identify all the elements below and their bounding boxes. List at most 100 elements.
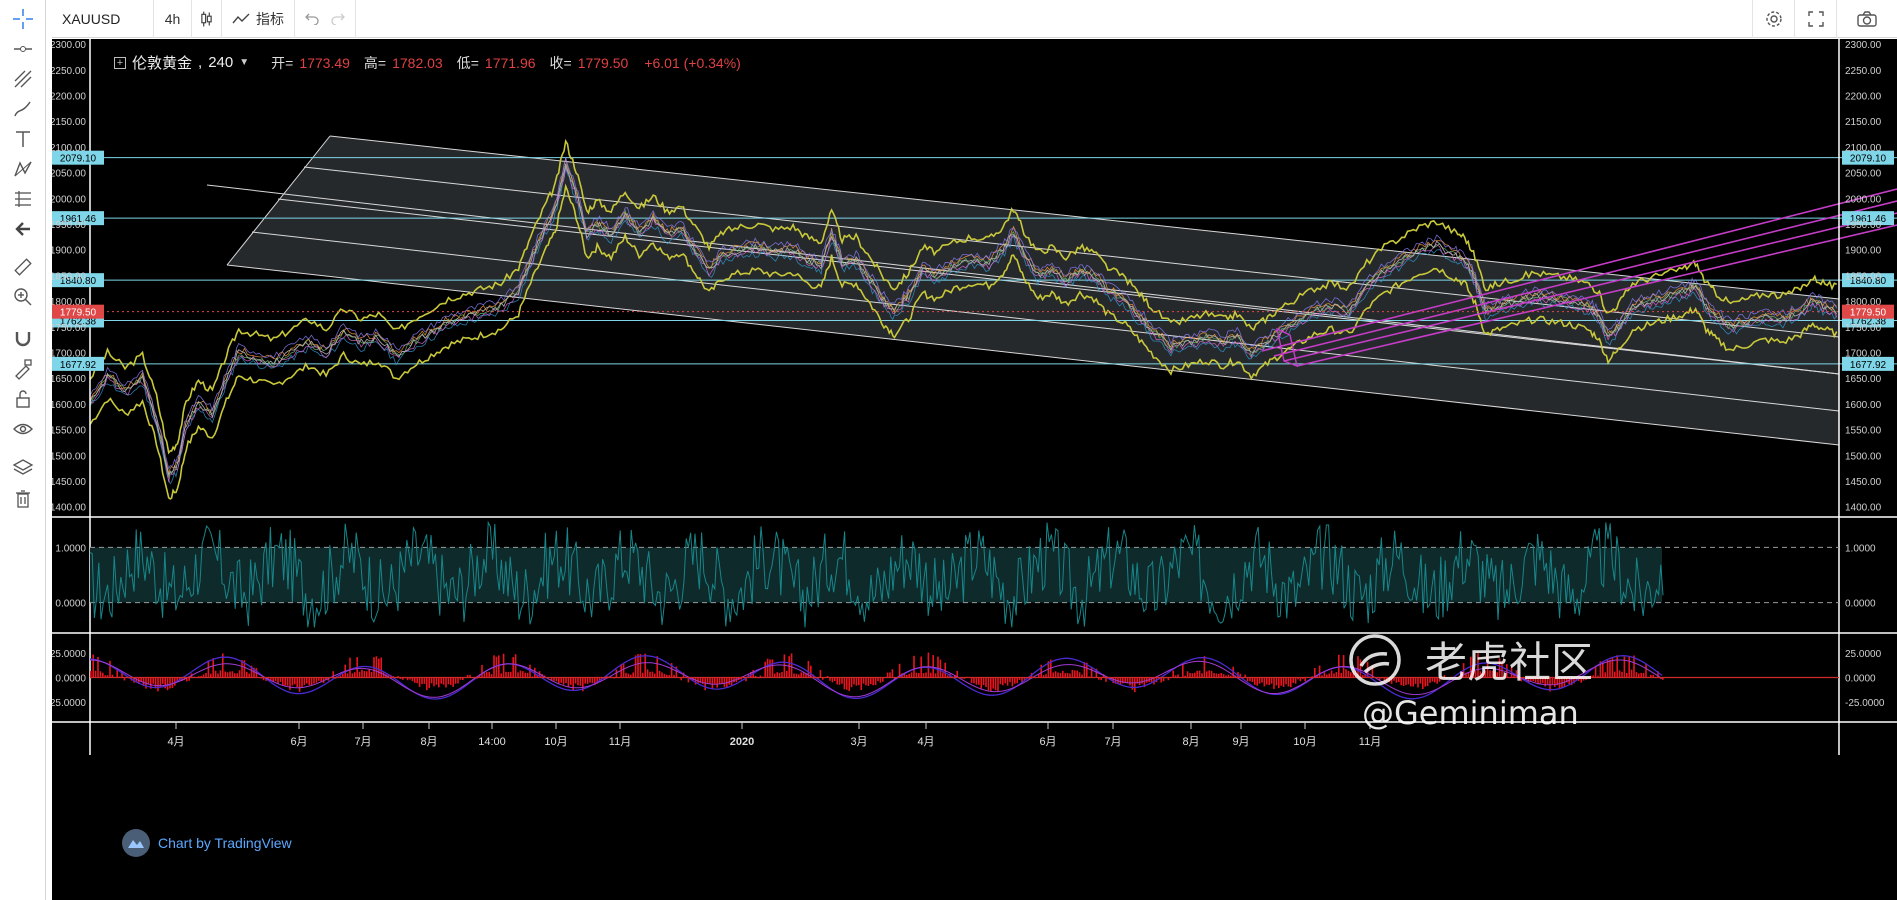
macd-histogram-bar <box>843 677 846 690</box>
macd-histogram-bar <box>1018 677 1021 680</box>
legend-interval[interactable]: 240 <box>208 54 234 71</box>
layers-icon[interactable] <box>8 452 38 482</box>
expand-plus-icon[interactable]: + <box>114 56 126 69</box>
macd-histogram-bar <box>1642 672 1645 678</box>
macd-histogram-bar <box>1244 674 1246 678</box>
macd-histogram-bar <box>956 670 958 678</box>
macd-histogram-bar <box>1273 677 1275 690</box>
macd-histogram-bar <box>790 653 793 678</box>
macd-histogram-bar <box>1431 677 1434 682</box>
macd-histogram-bar <box>272 677 274 682</box>
macd-histogram-bar <box>399 677 402 680</box>
level-marker-left <box>52 273 104 288</box>
zoom-icon[interactable] <box>8 282 38 312</box>
macd-histogram-bar <box>930 672 932 678</box>
macd-histogram-bar <box>632 672 634 678</box>
macd-histogram-bar <box>1002 677 1004 686</box>
macd-histogram-bar <box>1198 670 1201 678</box>
lock-drawing-icon[interactable] <box>8 354 38 384</box>
legend-chevron-down-icon[interactable]: ▼ <box>239 57 250 68</box>
macd-histogram-bar <box>853 677 855 685</box>
macd-histogram-bar <box>1638 673 1640 678</box>
macd-histogram-bar <box>440 677 442 684</box>
undo-icon[interactable] <box>305 13 319 25</box>
ruler-icon[interactable] <box>8 252 38 282</box>
macd-histogram-bar <box>716 677 718 688</box>
macd-histogram-bar <box>289 677 291 690</box>
snapshot-button[interactable] <box>1836 0 1897 38</box>
macd-histogram-bar <box>1318 665 1321 678</box>
pattern-icon[interactable] <box>8 154 38 184</box>
macd-histogram-bar <box>1328 673 1330 678</box>
macd-histogram-bar <box>1345 669 1347 678</box>
macd-histogram-bar <box>646 669 649 678</box>
macd-tick-right: 25.0000 <box>1845 649 1882 660</box>
macd-histogram-bar <box>238 670 241 678</box>
macd-histogram-bar <box>675 666 678 678</box>
candle-type-button[interactable] <box>192 0 222 38</box>
macd-histogram-bar <box>188 677 190 681</box>
prediction-icon[interactable] <box>8 184 38 214</box>
channel-line <box>251 231 1840 412</box>
magnet-icon[interactable] <box>8 324 38 354</box>
redo-icon[interactable] <box>331 13 345 25</box>
symbol-search[interactable]: XAUUSD <box>52 0 154 38</box>
interval-selector[interactable]: 4h <box>154 0 192 38</box>
chart-area[interactable]: 1.0000 1.0000 0.0000 0.0000 25.0000 25.0000 0… <box>47 39 1897 900</box>
unlock-icon[interactable] <box>8 384 38 414</box>
macd-histogram-bar <box>985 677 987 687</box>
macd-histogram-bar <box>1172 670 1174 678</box>
symbol-legend: + 伦敦黄金, 240 ▼ 开= 1773.49 高= 1782.03 低= 1771… <box>114 52 741 73</box>
trend-line-icon[interactable] <box>8 34 38 64</box>
macd-histogram-bar <box>786 670 788 678</box>
macd-tick-left: -25.0000 <box>52 698 86 709</box>
tradingview-brand[interactable]: Chart by TradingView <box>122 829 292 857</box>
macd-histogram-bar <box>642 672 644 678</box>
macd-histogram-bar <box>1071 669 1074 678</box>
macd-histogram-bar <box>1311 676 1314 678</box>
trash-icon[interactable] <box>8 484 38 514</box>
macd-histogram-bar <box>706 677 709 684</box>
crosshair-icon[interactable] <box>8 4 38 34</box>
macd-histogram-bar <box>848 677 850 692</box>
legend-symbol[interactable]: 伦敦黄金 <box>132 55 193 72</box>
eye-icon[interactable] <box>8 414 38 444</box>
indicators-button[interactable]: 指标 <box>222 0 295 38</box>
macd-histogram-bar <box>836 677 838 685</box>
macd-histogram-bar <box>654 673 656 678</box>
macd-histogram-bar <box>954 675 956 678</box>
macd-histogram-bar <box>205 672 207 678</box>
pitchfork-icon[interactable] <box>8 64 38 94</box>
macd-histogram-bar <box>135 677 138 683</box>
macd-histogram-bar <box>315 677 318 683</box>
tiger-logo-icon <box>1349 633 1401 686</box>
macd-histogram-bar <box>1251 677 1254 683</box>
macd-histogram-bar <box>116 669 118 678</box>
moving-average-line <box>89 158 1837 475</box>
level-label-right: 1677.92 <box>1850 360 1887 371</box>
pink-channel-line <box>1261 188 1897 352</box>
macd-histogram-bar <box>774 673 776 678</box>
macd-histogram-bar <box>582 677 584 692</box>
macd-histogram-bar <box>1628 655 1630 678</box>
chart-canvas[interactable]: 1.0000 1.0000 0.0000 0.0000 25.0000 25.0000 0… <box>47 39 1897 900</box>
macd-histogram-bar <box>1278 677 1280 689</box>
macd-histogram-bar <box>745 677 747 682</box>
macd-histogram-bar <box>409 677 411 680</box>
macd-histogram-bar <box>246 671 248 678</box>
settings-button[interactable] <box>1752 0 1794 38</box>
macd-histogram-bar <box>234 673 236 678</box>
macd-histogram-bar <box>325 677 327 680</box>
brush-icon[interactable] <box>8 94 38 124</box>
symbol-label: XAUUSD <box>62 10 121 27</box>
macd-histogram-bar <box>1554 677 1556 687</box>
macd-histogram-bar <box>375 656 378 678</box>
text-icon[interactable] <box>8 124 38 154</box>
level-label-left: 1677.92 <box>60 360 97 371</box>
macd-tick-left: 25.0000 <box>52 649 86 660</box>
fullscreen-button[interactable] <box>1794 0 1836 38</box>
macd-line <box>89 655 1663 700</box>
level-marker-left <box>52 150 104 165</box>
back-arrow-icon[interactable] <box>8 214 38 244</box>
macd-histogram-bar <box>411 677 414 682</box>
